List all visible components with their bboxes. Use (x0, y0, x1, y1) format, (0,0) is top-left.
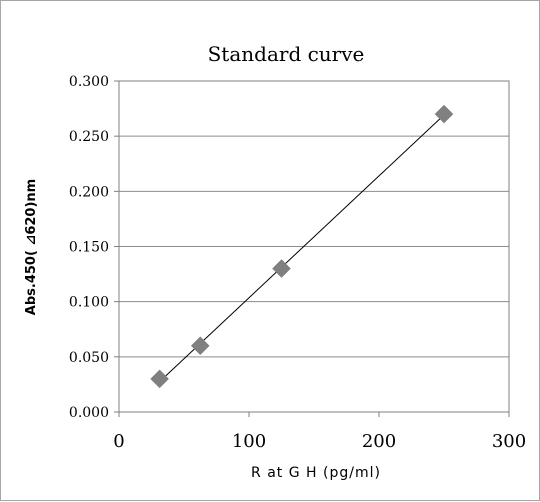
y-tick-label: 0.250 (69, 129, 109, 145)
trendline (159, 114, 445, 382)
x-tick-label: 300 (492, 431, 526, 452)
data-point (272, 259, 291, 278)
data-markers (150, 104, 454, 389)
x-axis-label: R at G H (pg/ml) (251, 465, 381, 481)
y-tick-label: 0.200 (69, 184, 109, 200)
x-tick-label: 200 (362, 431, 396, 452)
y-tick-label: 0.000 (69, 405, 109, 421)
gridlines (119, 135, 509, 358)
y-tick-label: 0.050 (69, 350, 109, 366)
trendline-line (159, 114, 445, 382)
y-tick-label: 0.300 (69, 74, 109, 90)
data-point (190, 336, 210, 356)
chart-title: Standard curve (208, 42, 365, 66)
x-tick-labels: 0 100 200 300 (113, 412, 526, 452)
y-tick-labels: 0.000 0.050 0.100 0.150 0.200 0.250 0.300 (69, 74, 119, 421)
data-point (150, 369, 169, 389)
x-tick-label: 100 (232, 431, 266, 452)
x-tick-label: 0 (113, 431, 124, 452)
y-tick-label: 0.150 (69, 240, 109, 256)
data-point (434, 104, 454, 124)
y-tick-label: 0.100 (69, 295, 109, 311)
y-axis-label: Abs.450( ⊿620)nm (24, 179, 39, 315)
